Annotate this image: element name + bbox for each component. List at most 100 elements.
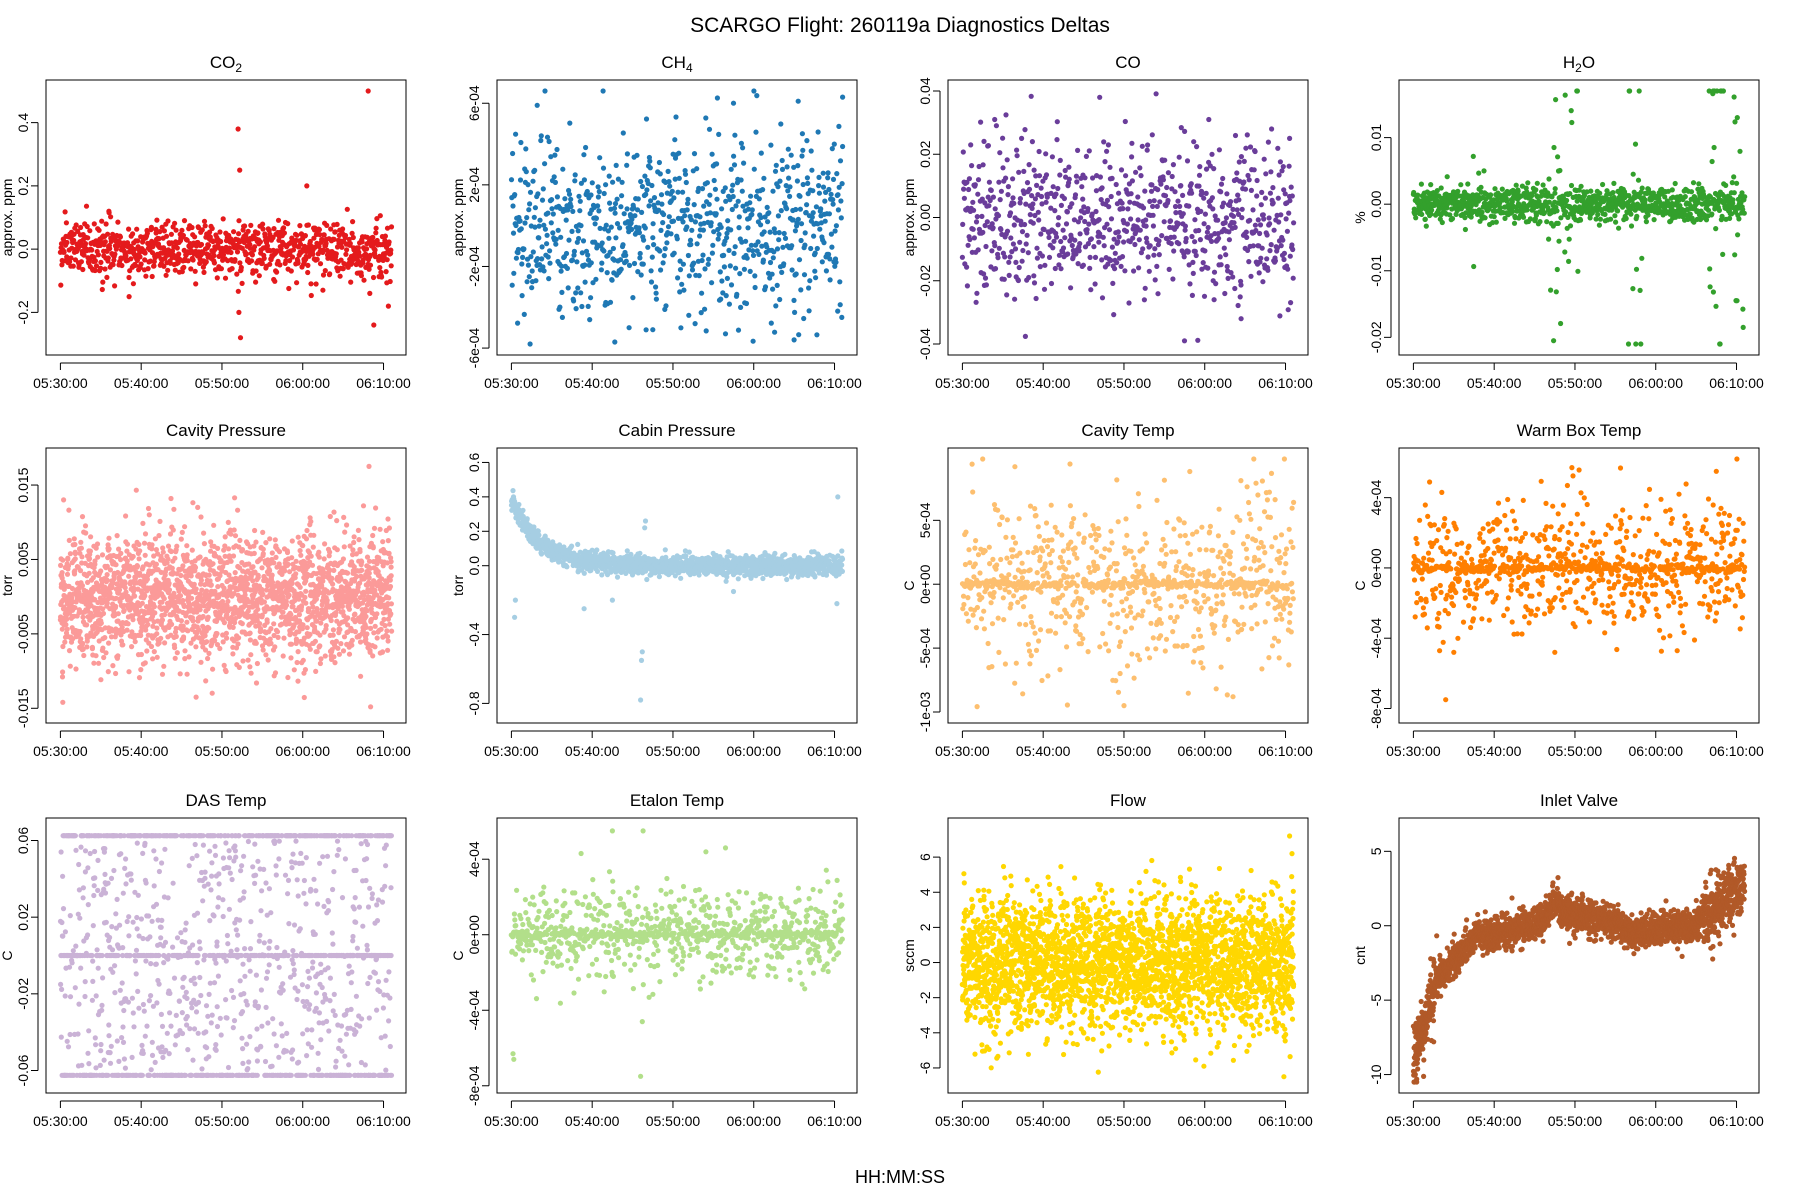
- data-point: [1073, 173, 1079, 179]
- x-tick-label: 06:00:00: [1628, 375, 1683, 391]
- data-point: [646, 203, 652, 209]
- x-tick-label: 06:10:00: [1709, 375, 1764, 391]
- data-point: [549, 206, 555, 212]
- data-point: [260, 226, 266, 232]
- data-point: [681, 287, 687, 293]
- data-point: [771, 249, 777, 255]
- data-point: [138, 651, 144, 658]
- data-point: [138, 261, 144, 267]
- data-point: [165, 267, 171, 273]
- data-point: [756, 251, 762, 257]
- data-point: [384, 225, 391, 231]
- data-point: [620, 242, 626, 248]
- data-point: [123, 513, 129, 519]
- data-point: [1093, 188, 1099, 194]
- data-point: [118, 550, 124, 557]
- data-point: [322, 268, 328, 274]
- data-point: [1147, 198, 1153, 204]
- data-point: [647, 165, 653, 171]
- data-point: [101, 654, 107, 661]
- data-point: [1177, 203, 1183, 209]
- data-point: [837, 279, 843, 285]
- data-point: [653, 296, 660, 302]
- data-point: [709, 151, 715, 157]
- data-point: [712, 186, 719, 192]
- data-point: [1015, 277, 1022, 284]
- data-point: [619, 193, 625, 199]
- data-point: [588, 260, 594, 266]
- data-point: [603, 182, 609, 188]
- data-point: [1595, 211, 1601, 218]
- data-point: [295, 260, 301, 266]
- data-point: [181, 218, 188, 224]
- x-tick-label: 05:40:00: [114, 375, 169, 391]
- data-point: [596, 208, 602, 214]
- data-point: [521, 311, 527, 317]
- data-point: [554, 194, 561, 200]
- data-point: [531, 214, 537, 220]
- data-point: [1041, 286, 1048, 292]
- data-point: [1005, 184, 1012, 190]
- data-point: [527, 189, 534, 195]
- data-point: [790, 217, 796, 223]
- data-point: [77, 568, 84, 574]
- data-point: [1171, 234, 1177, 240]
- data-point: [1553, 289, 1559, 295]
- data-point: [1248, 187, 1254, 193]
- data-point: [140, 520, 146, 527]
- data-point: [795, 163, 801, 169]
- data-point: [235, 507, 241, 513]
- y-tick-label: -0.02: [1368, 321, 1384, 353]
- data-point: [677, 267, 684, 273]
- data-point: [1740, 306, 1746, 312]
- data-point: [1201, 293, 1208, 299]
- data-point: [1182, 223, 1188, 229]
- data-point: [111, 576, 117, 582]
- data-point: [971, 207, 977, 213]
- data-point: [98, 568, 104, 574]
- data-point: [135, 238, 141, 244]
- data-point: [96, 660, 102, 666]
- data-point: [1082, 218, 1088, 225]
- data-point: [509, 282, 515, 288]
- data-point: [316, 243, 322, 249]
- data-point: [1054, 137, 1060, 143]
- data-point: [642, 173, 648, 179]
- data-point: [1145, 142, 1151, 148]
- data-point: [287, 258, 293, 264]
- data-point: [142, 552, 148, 558]
- data-point: [648, 268, 654, 274]
- data-point: [98, 265, 104, 271]
- data-point: [595, 203, 601, 209]
- data-point: [1277, 159, 1283, 165]
- data-point: [235, 641, 241, 647]
- data-point: [687, 237, 694, 243]
- data-point: [685, 196, 691, 202]
- data-point: [1023, 241, 1029, 247]
- data-point: [540, 264, 546, 270]
- data-point: [60, 669, 66, 675]
- data-point: [388, 263, 394, 269]
- data-point: [294, 232, 300, 238]
- data-point: [125, 621, 131, 627]
- data-point: [1091, 244, 1097, 250]
- data-point: [84, 223, 90, 230]
- data-point: [1026, 162, 1032, 168]
- data-point: [648, 279, 655, 285]
- data-point: [1231, 220, 1237, 226]
- data-point: [685, 200, 691, 207]
- x-tick-label: 05:30:00: [484, 375, 539, 391]
- data-point: [1108, 193, 1114, 200]
- data-point: [1185, 248, 1191, 255]
- data-point: [237, 260, 243, 266]
- data-point: [1180, 211, 1186, 217]
- data-point: [1036, 217, 1042, 223]
- data-point: [1481, 168, 1487, 174]
- data-point: [791, 297, 797, 303]
- data-point: [1556, 238, 1562, 244]
- data-point: [1017, 239, 1023, 245]
- data-point: [95, 554, 101, 560]
- data-point: [1218, 262, 1224, 268]
- data-point: [104, 274, 110, 280]
- data-point: [188, 266, 194, 272]
